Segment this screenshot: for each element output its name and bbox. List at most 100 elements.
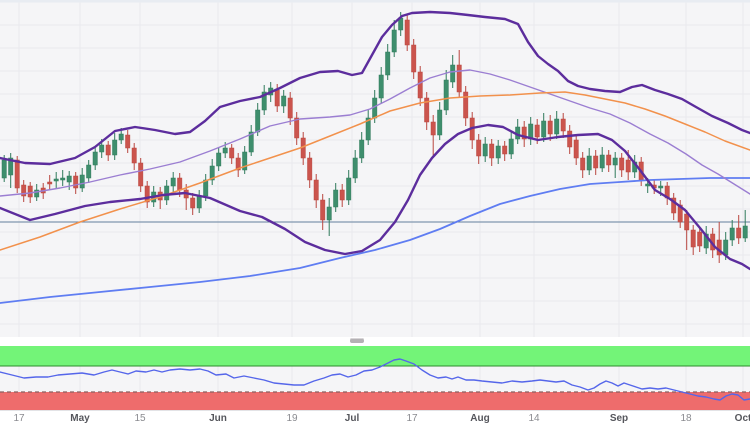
x-tick-label: 18 bbox=[680, 413, 692, 424]
candle-up bbox=[209, 159, 215, 185]
candle-up bbox=[599, 147, 605, 172]
candle-down bbox=[313, 174, 319, 208]
x-tick-label: 15 bbox=[134, 413, 146, 424]
panel-separator-strip bbox=[0, 337, 750, 346]
candle-down bbox=[411, 39, 417, 79]
candle-up bbox=[164, 180, 170, 205]
candle-down bbox=[736, 215, 742, 244]
candle-down bbox=[593, 150, 599, 175]
candle-down bbox=[294, 112, 300, 145]
candle-down bbox=[320, 194, 326, 230]
candle-down bbox=[469, 112, 475, 149]
candle-down bbox=[573, 134, 579, 165]
candle-up bbox=[554, 111, 560, 139]
candle-up bbox=[261, 85, 267, 115]
candle-up bbox=[528, 117, 534, 145]
candle-up bbox=[482, 137, 488, 162]
candle-down bbox=[697, 228, 703, 252]
candle-up bbox=[196, 190, 202, 213]
candle-up bbox=[365, 110, 371, 145]
candle-down bbox=[235, 153, 241, 177]
candle-up bbox=[612, 152, 618, 178]
candle-down bbox=[144, 181, 150, 208]
indicator-panel bbox=[0, 346, 750, 410]
candle-down bbox=[456, 50, 462, 98]
candle-up bbox=[703, 226, 709, 254]
candle-down bbox=[619, 153, 625, 177]
candle-down bbox=[502, 141, 508, 161]
x-tick-label: 14 bbox=[528, 413, 540, 424]
candle-up bbox=[729, 220, 735, 246]
sma-orange bbox=[0, 91, 750, 251]
candle-down bbox=[489, 139, 495, 166]
candle-down bbox=[521, 121, 527, 147]
candle-up bbox=[541, 113, 547, 142]
candle-down bbox=[21, 180, 27, 202]
candle-up bbox=[170, 172, 176, 192]
x-tick-label: 17 bbox=[406, 413, 418, 424]
candle-down bbox=[430, 115, 436, 158]
x-tick-label: Jun bbox=[209, 413, 227, 424]
candle-up bbox=[352, 150, 358, 183]
candle-down bbox=[580, 152, 586, 178]
candle-up bbox=[385, 44, 391, 80]
bollinger-lower bbox=[0, 123, 750, 271]
candle-up bbox=[391, 20, 397, 57]
candle-down bbox=[47, 175, 53, 190]
gridlines-layer bbox=[0, 0, 750, 410]
candle-down bbox=[463, 86, 469, 126]
overlay-lines-layer bbox=[0, 10, 750, 304]
x-tick-label: 17 bbox=[13, 413, 25, 424]
x-axis[interactable] bbox=[0, 410, 750, 430]
candle-down bbox=[307, 152, 313, 188]
candle-down bbox=[287, 92, 293, 125]
candle-down bbox=[300, 132, 306, 165]
candle-down bbox=[606, 150, 612, 172]
x-tick-label: 19 bbox=[286, 413, 298, 424]
candle-down bbox=[424, 92, 430, 130]
candle-down bbox=[417, 66, 423, 106]
overbought-zone bbox=[0, 346, 750, 366]
x-tick-label: Jul bbox=[344, 413, 360, 424]
candle-up bbox=[586, 148, 592, 175]
oversold-zone bbox=[0, 392, 750, 410]
candle-down bbox=[716, 222, 722, 263]
candle-down bbox=[547, 115, 553, 141]
candle-down bbox=[131, 143, 137, 170]
candle-down bbox=[476, 134, 482, 164]
candle-up bbox=[359, 132, 365, 163]
candle-up bbox=[742, 210, 748, 242]
candle-down bbox=[404, 14, 410, 51]
x-tick-label: May bbox=[70, 413, 90, 424]
candle-up bbox=[216, 147, 222, 171]
sma-blue bbox=[0, 177, 750, 304]
x-tick-label: Oct bbox=[734, 413, 750, 424]
top-edge-strip bbox=[0, 0, 750, 3]
candle-up bbox=[248, 125, 254, 156]
candle-down bbox=[671, 193, 677, 220]
candle-up bbox=[443, 70, 449, 115]
candle-up bbox=[346, 170, 352, 205]
candle-up bbox=[495, 140, 501, 164]
candle-up bbox=[281, 90, 287, 113]
candle-up bbox=[79, 168, 85, 192]
candle-up bbox=[508, 132, 514, 159]
candle-down bbox=[105, 141, 111, 161]
candle-up bbox=[86, 160, 92, 183]
oscillator-line bbox=[0, 358, 750, 401]
candle-down bbox=[138, 158, 144, 192]
candle-down bbox=[73, 172, 79, 194]
panel-resize-handle[interactable] bbox=[350, 338, 364, 343]
x-tick-label: Aug bbox=[470, 413, 490, 424]
x-tick-label: Sep bbox=[609, 413, 629, 424]
candle-up bbox=[378, 67, 384, 103]
candle-down bbox=[560, 113, 566, 138]
candle-down bbox=[684, 210, 690, 250]
candles-layer bbox=[1, 12, 748, 263]
candle-up bbox=[242, 146, 248, 174]
candle-up bbox=[333, 183, 339, 212]
bollinger-middle bbox=[0, 69, 750, 197]
candle-up bbox=[8, 153, 14, 188]
